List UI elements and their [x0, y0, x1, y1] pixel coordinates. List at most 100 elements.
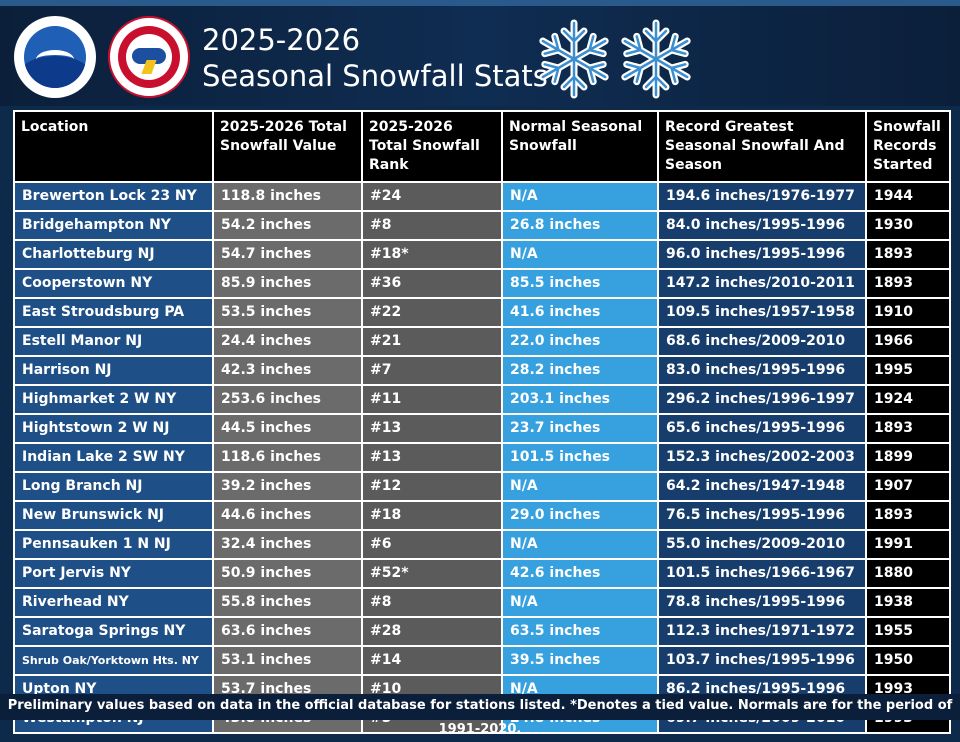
table-row: Long Branch NJ 39.2 inches #12 N/A 64.2 inch… [13, 471, 951, 502]
column-header-normal: Normal Seasonal Snowfall [501, 110, 659, 183]
cell-location: Hightstown 2 W NJ [13, 413, 214, 444]
cell-rank: #21 [361, 326, 503, 357]
column-header-records-started: Snowfall Records Started [865, 110, 951, 183]
cell-normal: 41.6 inches [501, 297, 659, 328]
header: 2025-2026 Seasonal Snowfall Stats [0, 6, 960, 106]
cell-records-started: 1995 [865, 355, 951, 386]
cell-records-started: 1991 [865, 529, 951, 560]
cell-total-value: 24.4 inches [212, 326, 363, 357]
footer-note: Preliminary values based on data in the … [0, 694, 960, 737]
cell-location: Harrison NJ [13, 355, 214, 386]
cell-location: Estell Manor NJ [13, 326, 214, 357]
cell-total-value: 253.6 inches [212, 384, 363, 415]
cell-normal: N/A [501, 529, 659, 560]
cell-record: 296.2 inches/1996-1997 [657, 384, 867, 415]
cell-rank: #28 [361, 616, 503, 647]
table-row: Estell Manor NJ 24.4 inches #21 22.0 inches… [13, 326, 951, 357]
table-header-row: Location 2025-2026 Total Snowfall Value … [13, 110, 951, 183]
cell-records-started: 1955 [865, 616, 951, 647]
cell-rank: #13 [361, 413, 503, 444]
cell-location: Charlotteburg NJ [13, 239, 214, 270]
cell-rank: #6 [361, 529, 503, 560]
cell-normal: 42.6 inches [501, 558, 659, 589]
cell-records-started: 1938 [865, 587, 951, 618]
cell-record: 83.0 inches/1995-1996 [657, 355, 867, 386]
cell-location: Saratoga Springs NY [13, 616, 214, 647]
cell-rank: #12 [361, 471, 503, 502]
cell-records-started: 1893 [865, 268, 951, 299]
cell-record: 101.5 inches/1966-1967 [657, 558, 867, 589]
table-row: Bridgehampton NY 54.2 inches #8 26.8 inches… [13, 210, 951, 241]
snowflake-icon [616, 19, 696, 102]
cell-record: 55.0 inches/2009-2010 [657, 529, 867, 560]
table-row: Harrison NJ 42.3 inches #7 28.2 inches 83.0 … [13, 355, 951, 386]
cell-total-value: 44.5 inches [212, 413, 363, 444]
cell-records-started: 1910 [865, 297, 951, 328]
cell-location: Bridgehampton NY [13, 210, 214, 241]
cell-record: 109.5 inches/1957-1958 [657, 297, 867, 328]
cell-rank: #11 [361, 384, 503, 415]
cell-total-value: 118.6 inches [212, 442, 363, 473]
cell-total-value: 42.3 inches [212, 355, 363, 386]
cell-normal: 101.5 inches [501, 442, 659, 473]
cell-records-started: 1950 [865, 645, 951, 676]
cell-total-value: 54.7 inches [212, 239, 363, 270]
cell-normal: 22.0 inches [501, 326, 659, 357]
cell-record: 96.0 inches/1995-1996 [657, 239, 867, 270]
cell-location: East Stroudsburg PA [13, 297, 214, 328]
cell-record: 76.5 inches/1995-1996 [657, 500, 867, 531]
cell-location: Riverhead NY [13, 587, 214, 618]
cell-record: 152.3 inches/2002-2003 [657, 442, 867, 473]
cell-normal: 23.7 inches [501, 413, 659, 444]
snowfall-table-container: Location 2025-2026 Total Snowfall Value … [13, 110, 951, 734]
noaa-logo [14, 16, 96, 98]
cell-record: 64.2 inches/1947-1948 [657, 471, 867, 502]
cell-record: 84.0 inches/1995-1996 [657, 210, 867, 241]
cell-normal: 26.8 inches [501, 210, 659, 241]
page-title: 2025-2026 Seasonal Snowfall Stats [202, 22, 548, 94]
cell-normal: 28.2 inches [501, 355, 659, 386]
cell-normal: 39.5 inches [501, 645, 659, 676]
table-row: New Brunswick NJ 44.6 inches #18 29.0 inche… [13, 500, 951, 531]
cell-normal: 85.5 inches [501, 268, 659, 299]
table-row: Cooperstown NY 85.9 inches #36 85.5 inches 1… [13, 268, 951, 299]
cell-records-started: 1944 [865, 181, 951, 212]
cell-record: 147.2 inches/2010-2011 [657, 268, 867, 299]
cell-records-started: 1893 [865, 413, 951, 444]
cell-rank: #14 [361, 645, 503, 676]
cell-rank: #52* [361, 558, 503, 589]
table-row: Brewerton Lock 23 NY 118.8 inches #24 N/A 19… [13, 181, 951, 212]
cell-location: Brewerton Lock 23 NY [13, 181, 214, 212]
cell-record: 103.7 inches/1995-1996 [657, 645, 867, 676]
cell-records-started: 1893 [865, 500, 951, 531]
cell-normal: N/A [501, 239, 659, 270]
cell-location: Pennsauken 1 N NJ [13, 529, 214, 560]
column-header-location: Location [13, 110, 214, 183]
cell-total-value: 32.4 inches [212, 529, 363, 560]
cell-records-started: 1893 [865, 239, 951, 270]
table-row: Saratoga Springs NY 63.6 inches #28 63.5 in… [13, 616, 951, 647]
cell-normal: N/A [501, 587, 659, 618]
title-line-1: 2025-2026 [202, 23, 361, 57]
table-row: Indian Lake 2 SW NY 118.6 inches #13 101.5 … [13, 442, 951, 473]
cell-location: Port Jervis NY [13, 558, 214, 589]
table-row: Highmarket 2 W NY 253.6 inches #11 203.1 in… [13, 384, 951, 415]
cell-location: Indian Lake 2 SW NY [13, 442, 214, 473]
top-accent-bar [0, 0, 960, 6]
cell-records-started: 1907 [865, 471, 951, 502]
cell-location: Long Branch NJ [13, 471, 214, 502]
snowflake-icon [534, 19, 614, 102]
table-row: Riverhead NY 55.8 inches #8 N/A 78.8 inches/… [13, 587, 951, 618]
cell-location: New Brunswick NJ [13, 500, 214, 531]
snowfall-table: Location 2025-2026 Total Snowfall Value … [13, 110, 951, 734]
table-row: Hightstown 2 W NJ 44.5 inches #13 23.7 inch… [13, 413, 951, 444]
cell-location: Cooperstown NY [13, 268, 214, 299]
cell-record: 65.6 inches/1995-1996 [657, 413, 867, 444]
cell-record: 78.8 inches/1995-1996 [657, 587, 867, 618]
cell-records-started: 1880 [865, 558, 951, 589]
cell-total-value: 53.5 inches [212, 297, 363, 328]
cell-total-value: 63.6 inches [212, 616, 363, 647]
cell-record: 194.6 inches/1976-1977 [657, 181, 867, 212]
table-row: East Stroudsburg PA 53.5 inches #22 41.6 in… [13, 297, 951, 328]
cell-total-value: 53.1 inches [212, 645, 363, 676]
